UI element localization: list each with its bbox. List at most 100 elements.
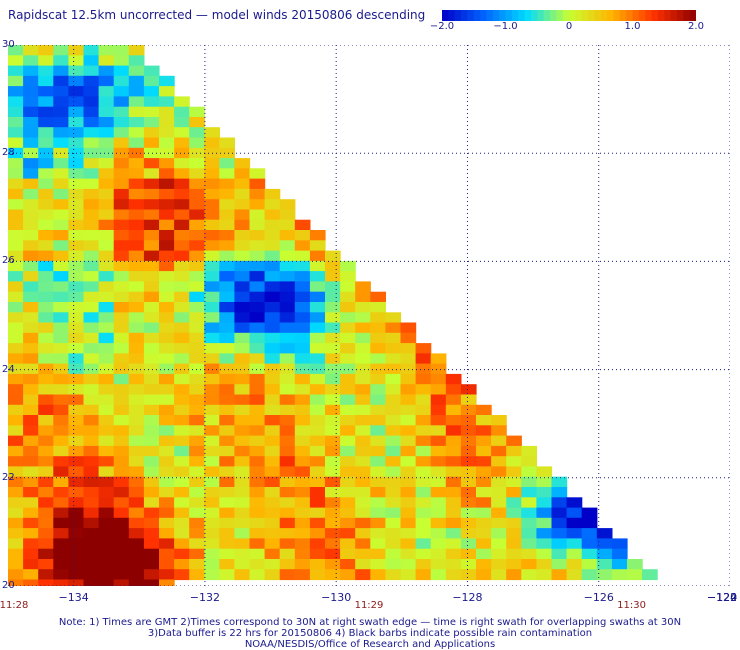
wind-cell — [8, 497, 24, 509]
wind-cell — [53, 538, 69, 550]
wind-cell — [340, 476, 356, 488]
wind-cell — [53, 559, 69, 570]
wind-cell — [98, 147, 115, 159]
wind-cell — [159, 322, 175, 334]
wind-cell — [128, 435, 145, 447]
wind-cell — [249, 384, 266, 396]
wind-cell — [53, 466, 69, 478]
wind-cell — [264, 384, 281, 396]
wind-cell — [98, 75, 115, 87]
wind-cell — [128, 291, 145, 303]
wind-cell — [53, 579, 69, 586]
wind-cell — [355, 312, 371, 324]
wind-cell — [68, 178, 85, 190]
wind-cell — [355, 445, 371, 457]
wind-cell — [38, 569, 54, 581]
wind-cell — [415, 538, 432, 550]
wind-cell — [279, 476, 296, 488]
wind-cell — [53, 240, 69, 252]
wind-cell — [23, 343, 39, 354]
wind-cell — [8, 147, 24, 159]
wind-cell — [370, 332, 386, 344]
wind-cell — [8, 230, 24, 241]
wind-cell — [189, 425, 205, 437]
wind-cell — [400, 332, 417, 344]
wind-cell — [68, 75, 85, 87]
wind-cell — [536, 548, 553, 560]
wind-cell — [159, 363, 175, 375]
wind-cell — [204, 559, 220, 570]
wind-cell — [264, 188, 281, 200]
wind-cell — [23, 497, 39, 509]
wind-cell — [385, 404, 402, 416]
wind-cell — [460, 435, 477, 447]
wind-cell — [309, 281, 326, 293]
wind-cell — [264, 322, 281, 334]
wind-cell — [325, 312, 341, 324]
wind-cell — [38, 188, 54, 200]
wind-cell — [491, 528, 507, 539]
wind-cell — [204, 425, 220, 437]
wind-cell — [83, 487, 100, 498]
wind-cell — [53, 322, 69, 334]
wind-cell — [370, 394, 386, 406]
wind-cell — [279, 230, 296, 241]
wind-cell — [143, 425, 160, 437]
wind-cell — [596, 569, 613, 581]
wind-cell — [159, 312, 175, 324]
wind-cell — [128, 117, 145, 128]
wind-cell — [113, 117, 130, 128]
wind-cell — [128, 445, 145, 457]
wind-cell — [294, 528, 311, 539]
wind-cell — [279, 497, 296, 509]
colorbar-segment — [619, 10, 627, 21]
wind-cell — [143, 476, 160, 488]
wind-cell — [460, 497, 477, 509]
wind-cell — [38, 250, 54, 262]
wind-cell — [551, 487, 568, 498]
wind-cell — [38, 75, 54, 87]
wind-cell — [143, 322, 160, 334]
wind-cell — [521, 456, 537, 468]
wind-cell — [264, 271, 281, 282]
wind-cell — [143, 507, 160, 519]
wind-cell — [491, 435, 507, 447]
wind-cell — [23, 86, 39, 97]
wind-cell — [68, 168, 85, 180]
wind-cell — [23, 476, 39, 488]
wind-cell — [521, 497, 537, 509]
wind-cell — [128, 178, 145, 190]
longitude-label: −128 — [452, 591, 483, 604]
wind-cell — [415, 559, 432, 570]
wind-cell — [23, 404, 39, 416]
wind-cell — [189, 466, 205, 478]
wind-cell — [38, 466, 54, 478]
wind-cell — [279, 332, 296, 344]
wind-cell — [294, 332, 311, 344]
wind-cell — [460, 517, 477, 529]
wind-cell — [219, 538, 235, 550]
wind-cell — [189, 528, 205, 539]
wind-cell — [23, 548, 39, 560]
wind-cell — [174, 497, 190, 509]
wind-cell — [159, 281, 175, 293]
wind-cell — [23, 394, 39, 406]
wind-cell — [23, 302, 39, 313]
wind-cell — [113, 188, 130, 200]
wind-cell — [68, 137, 85, 149]
wind-cell — [249, 445, 266, 457]
wind-cell — [38, 178, 54, 190]
wind-cell — [234, 188, 251, 200]
wind-cell — [476, 528, 492, 539]
wind-cell — [23, 271, 39, 282]
wind-cell — [128, 528, 145, 539]
wind-cell — [506, 476, 522, 488]
wind-cell — [219, 343, 235, 354]
wind-cell — [309, 487, 326, 498]
wind-cell — [460, 445, 477, 457]
wind-cell — [430, 415, 447, 426]
wind-cell — [219, 312, 235, 324]
wind-cell — [159, 394, 175, 406]
wind-cell — [249, 353, 266, 365]
wind-cell — [279, 559, 296, 570]
